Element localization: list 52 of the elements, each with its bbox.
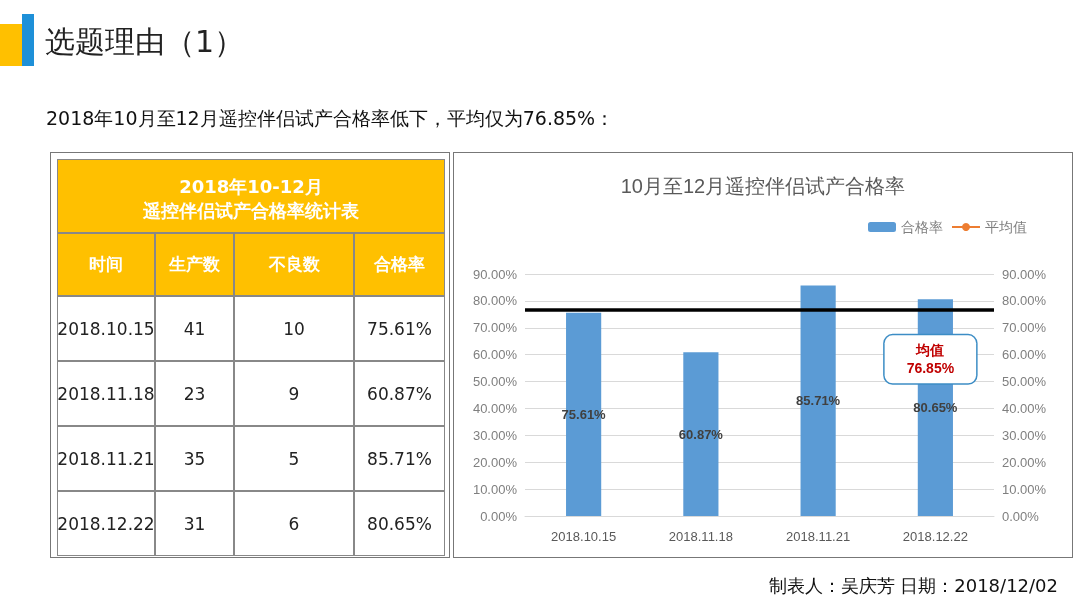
text: 23 [155,361,234,426]
y2-tick-label: 80.00% [1002,293,1047,309]
y2-tick-label: 30.00% [1002,427,1047,443]
y-tick-label: 10.00% [472,481,518,497]
text: 选题理由（1） [45,23,245,61]
text: 5 [234,426,354,491]
text: 6 [234,491,354,556]
text: 10 [234,296,354,361]
x-tick-label: 2018.12.22 [902,529,968,544]
y-tick-label: 70.00% [472,320,518,336]
y2-tick-label: 50.00% [1002,374,1047,390]
chart-title: 10月至12月遥控伴侣试产合格率 [620,175,906,197]
x-tick-label: 2018.10.15 [551,529,617,544]
y-tick-label: 30.00% [472,427,518,443]
x-tick-label: 2018.11.18 [668,529,733,544]
text: 制表人：吴庆芳 日期：2018/12/02 [768,574,1058,598]
legend-label: 合格率 [901,219,943,235]
text: 41 [155,296,234,361]
legend-label: 平均值 [985,219,1027,235]
text: 生产数 [155,233,234,296]
text: 不良数 [234,233,354,296]
y2-tick-label: 0.00% [1002,508,1040,524]
y-tick-label: 40.00% [472,400,518,416]
text: 80.65% [354,491,445,556]
text: 75.61% [354,296,445,361]
y-tick-label: 0.00% [480,508,518,524]
y-tick-label: 80.00% [472,293,518,309]
annotation: 均值 76.85% [906,342,955,377]
y2-tick-label: 70.00% [1002,320,1047,336]
y2-tick-label: 40.00% [1002,400,1047,416]
y2-tick-label: 90.00% [1002,266,1047,282]
y-tick-label: 50.00% [472,374,518,390]
y2-tick-label: 60.00% [1002,347,1047,363]
text: 35 [155,426,234,491]
text: 遥控伴侣试产合格率统计表 [57,199,445,233]
y2-tick-label: 10.00% [1002,481,1047,497]
y2-tick-label: 20.00% [1002,454,1047,470]
text: 2018年10月至12月遥控伴侣试产合格率低下，平均仅为76.85%： [46,106,615,131]
y-tick-label: 20.00% [472,454,518,470]
text: 2018.11.18 [57,361,155,426]
text: 合格率 [354,233,445,296]
text: 2018年10-12月 [57,159,445,199]
text: 2018.10.15 [57,296,155,361]
text: 31 [155,491,234,556]
text: 85.71% [354,426,445,491]
y-tick-label: 90.00% [472,266,518,282]
text: 9 [234,361,354,426]
x-tick-label: 2018.11.21 [786,529,851,544]
y-tick-label: 60.00% [472,347,518,363]
text: 时间 [57,233,155,296]
text: 60.87% [354,361,445,426]
text: 2018.11.21 [57,426,155,491]
